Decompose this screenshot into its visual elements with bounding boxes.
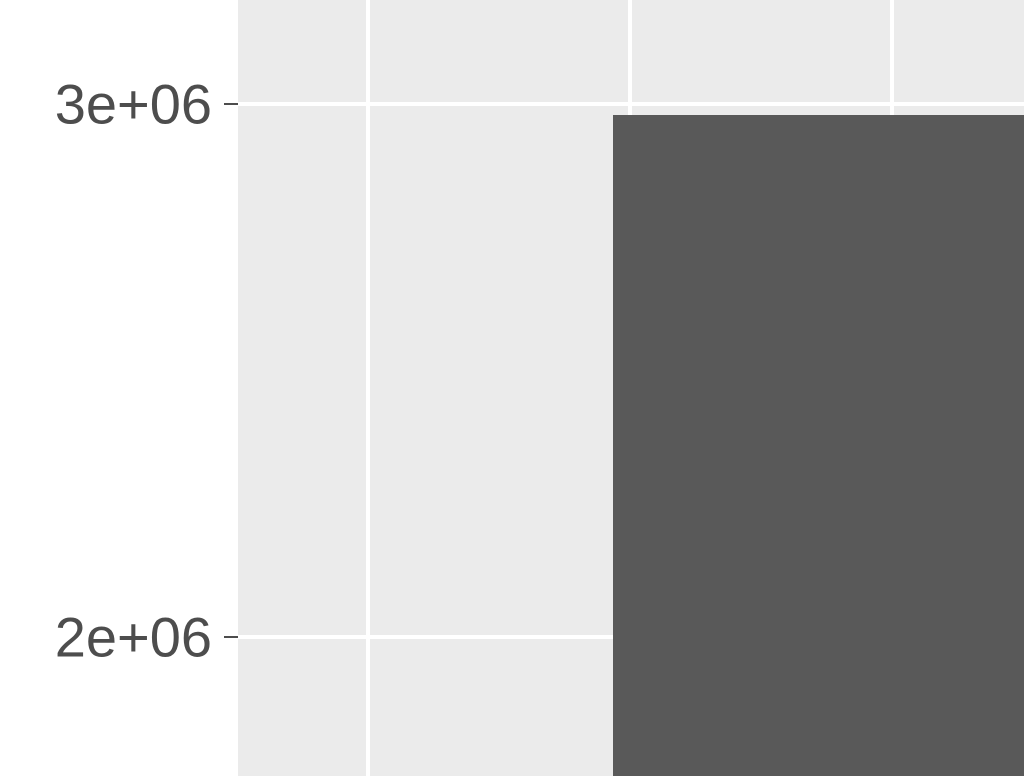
y-tick-mark: [224, 103, 238, 105]
y-tick-text: 3e+06: [55, 73, 212, 136]
bar: [613, 115, 1024, 776]
y-tick-text: 2e+06: [55, 606, 212, 669]
y-tick-mark: [224, 636, 238, 638]
chart-container: 3e+06 2e+06: [0, 0, 1024, 776]
y-tick-label: 2e+06: [55, 605, 212, 670]
y-tick-label: 3e+06: [55, 72, 212, 137]
grid-line-vertical: [366, 0, 370, 776]
